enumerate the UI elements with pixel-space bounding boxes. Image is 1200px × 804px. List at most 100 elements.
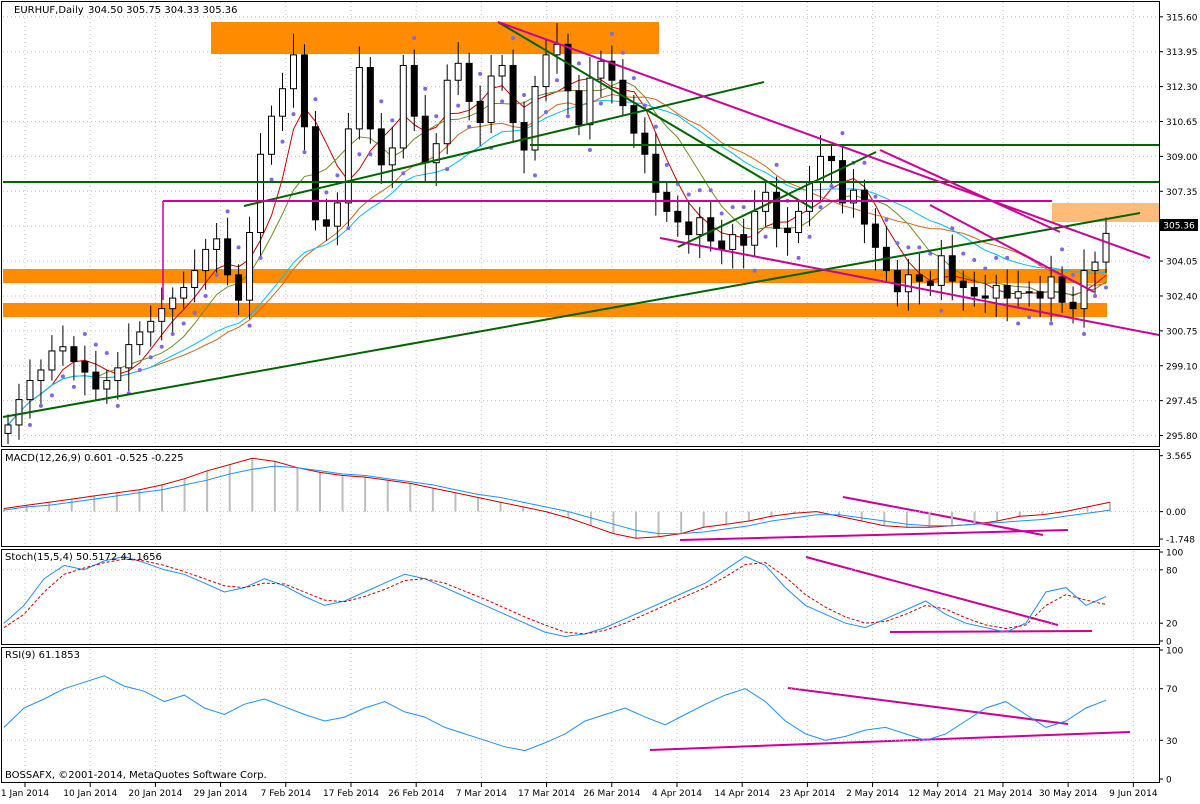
candle-body — [970, 287, 978, 297]
parabolic-sar-dot — [467, 124, 472, 129]
parabolic-sar-dot — [93, 342, 98, 347]
candle-body — [169, 297, 177, 310]
x-tick-label: 17 Feb 2014 — [323, 789, 379, 799]
candle-body — [773, 191, 781, 229]
parabolic-sar-dot — [884, 217, 889, 222]
parabolic-sar-dot — [972, 258, 977, 263]
parabolic-sar-dot — [390, 118, 395, 123]
candle-body — [355, 67, 363, 130]
sma-long-line — [7, 99, 1107, 426]
candle-body — [81, 361, 89, 373]
parabolic-sar-dot — [258, 255, 263, 260]
magenta-short-2 — [879, 149, 1061, 233]
candle-body — [487, 75, 495, 124]
candle-body — [608, 60, 616, 81]
candle-body — [279, 88, 286, 117]
candle-body — [399, 64, 407, 149]
parabolic-sar-dot — [653, 124, 658, 129]
candle-body — [992, 284, 1000, 299]
stoch-title: Stoch(15,5,4) 50.5172 41.1656 — [5, 552, 162, 563]
parabolic-sar-dot — [203, 293, 208, 298]
x-tick-label: 9 Jun 2014 — [1109, 789, 1158, 799]
candle-body — [948, 255, 956, 282]
candle-body — [136, 331, 144, 346]
candle-body — [751, 210, 759, 246]
parabolic-sar-dot — [280, 139, 285, 144]
parabolic-sar-dot — [159, 344, 164, 349]
parabolic-sar-dot — [708, 188, 713, 193]
parabolic-sar-dot — [291, 112, 296, 117]
candle-body — [531, 86, 539, 151]
candle-body — [718, 240, 726, 250]
parabolic-sar-dot — [335, 173, 340, 178]
parabolic-sar-dot — [401, 171, 406, 176]
candle-body — [498, 64, 506, 77]
rsi-trend-up — [649, 731, 1131, 751]
resistance-zone-right — [1052, 203, 1159, 222]
candle-body — [103, 380, 111, 390]
parabolic-sar-dot — [565, 114, 570, 119]
y-tick-label: 309.00 — [1166, 153, 1198, 163]
parabolic-sar-dot — [225, 209, 230, 214]
copyright: BOSSAFX, ©2001-2014, MetaQuotes Software… — [5, 770, 267, 781]
parabolic-sar-dot — [752, 268, 757, 273]
candle-body — [729, 234, 737, 250]
support-zone-upper — [3, 269, 1107, 283]
parabolic-sar-dot — [642, 103, 647, 108]
candle-body — [70, 346, 78, 363]
candle-body — [213, 238, 221, 250]
macd-signal-line — [3, 465, 1111, 535]
parabolic-sar-dot — [587, 148, 592, 153]
parabolic-sar-dot — [324, 190, 329, 195]
parabolic-sar-dot — [104, 351, 109, 356]
parabolic-sar-dot — [71, 384, 76, 389]
y-tick-label: 0.00 — [1166, 508, 1186, 518]
parabolic-sar-dot — [357, 152, 362, 157]
candle-body — [1036, 291, 1044, 299]
x-tick-label: 12 May 2014 — [908, 789, 967, 799]
y-tick-label: 0 — [1166, 776, 1172, 786]
parabolic-sar-dot — [631, 76, 636, 81]
rsi-panel-frame — [1, 647, 1160, 783]
stoch-signal-line — [3, 558, 1107, 635]
candle-body — [26, 380, 34, 401]
parabolic-sar-dot — [939, 308, 944, 313]
magenta-trendline-lower — [659, 237, 1160, 336]
candle-body — [509, 64, 517, 124]
x-tick-label: 7 Feb 2014 — [261, 789, 312, 799]
stoch-main-line — [3, 555, 1107, 638]
parabolic-sar-dot — [456, 103, 461, 108]
parabolic-sar-dot — [719, 211, 724, 216]
candle-body — [1080, 270, 1088, 310]
parabolic-sar-dot — [533, 173, 538, 178]
candle-body — [333, 202, 341, 227]
symbol-label: EURHUF,Daily — [14, 5, 84, 16]
candle-body — [696, 217, 704, 236]
candle-body — [421, 115, 429, 164]
candle-body — [937, 255, 945, 286]
parabolic-sar-dot — [961, 251, 966, 256]
candle-body — [15, 399, 23, 426]
y-tick-label: 299.10 — [1166, 362, 1198, 372]
x-tick-label: 20 Jan 2014 — [128, 789, 182, 799]
candlesticks — [4, 23, 1110, 444]
y-tick-label: 3.565 — [1166, 452, 1192, 462]
parabolic-sar-dot — [730, 205, 735, 210]
candle-body — [454, 62, 462, 81]
parabolic-sar-dot — [807, 234, 812, 239]
candle-body — [520, 122, 528, 151]
candle-body — [1091, 261, 1099, 272]
x-axis-labels: 1 Jan 2014 10 Jan 2014 20 Jan 2014 29 Jan 2… — [1, 783, 1158, 799]
parabolic-sar-dot — [434, 114, 439, 119]
parabolic-sar-dot — [192, 310, 197, 315]
x-tick-label: 17 Mar 2014 — [518, 789, 575, 799]
candle-body — [904, 274, 912, 293]
parabolic-sar-dot — [522, 93, 527, 98]
parabolic-sar-dot — [664, 162, 669, 167]
candle-body — [674, 210, 682, 223]
parabolic-sar-dot — [82, 332, 87, 337]
rsi-title: RSI(9) 61.1853 — [5, 650, 80, 661]
parabolic-sar-dot — [862, 160, 867, 165]
candle-body — [147, 320, 155, 333]
candle-body — [246, 232, 254, 301]
